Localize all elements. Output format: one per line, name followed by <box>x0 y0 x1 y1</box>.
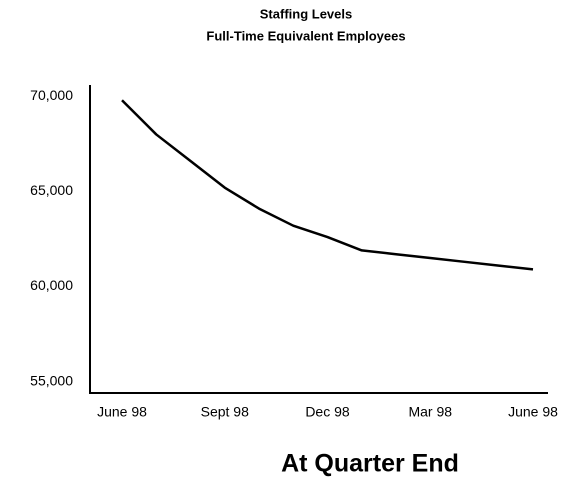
y-tick-label: 55,000 <box>30 372 73 388</box>
chart-title: Staffing Levels <box>260 6 352 21</box>
x-tick-label: June 98 <box>97 404 147 420</box>
data-line <box>121 99 534 271</box>
y-tick-label: 70,000 <box>30 87 73 103</box>
y-tick-label: 60,000 <box>30 277 73 293</box>
y-tick-label: 65,000 <box>30 182 73 198</box>
x-tick-label: Sept 98 <box>201 404 249 420</box>
x-tick-label: Mar 98 <box>408 404 452 420</box>
x-axis-label: At Quarter End <box>281 450 459 478</box>
x-tick-label: June 98 <box>508 404 558 420</box>
x-tick-label: Dec 98 <box>305 404 350 420</box>
chart-subtitle: Full-Time Equivalent Employees <box>206 28 405 43</box>
